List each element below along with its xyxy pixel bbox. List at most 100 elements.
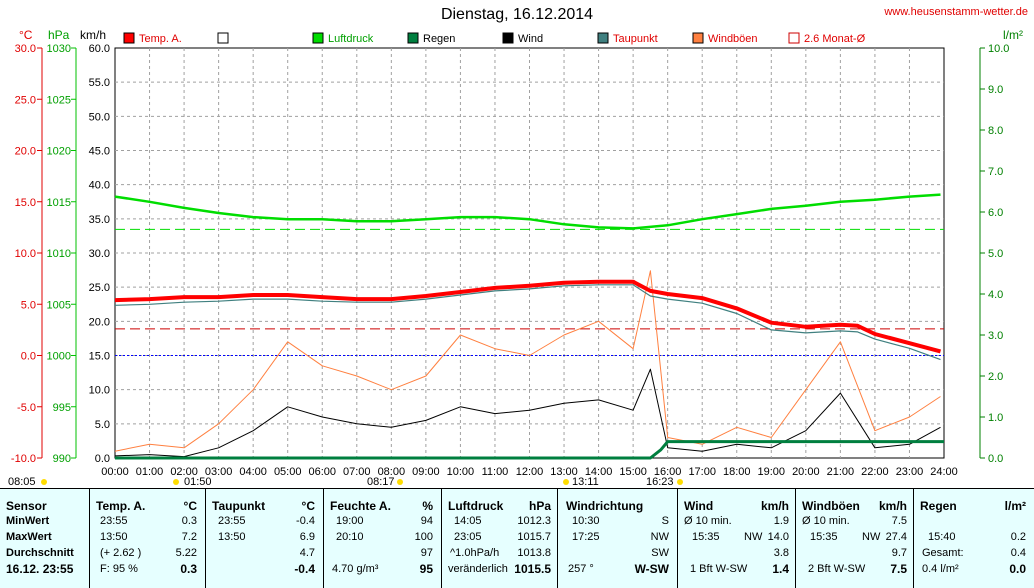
temp-tick-label: 5.0 — [21, 299, 36, 311]
legend-swatch-rain — [407, 32, 419, 44]
col-sensor: Sensor MinWert MaxWert Durchschnitt 16.1… — [0, 489, 90, 588]
wind-max-value: 14.0 — [767, 531, 789, 543]
pressure-tick-label: 1020 — [47, 146, 71, 158]
sun-markers: 08:05 01:50 08:17 13:11 16:23 — [8, 476, 683, 488]
rain-max-time: 15:40 — [928, 531, 956, 543]
wind-tick-label: 55.0 — [89, 77, 110, 89]
x-axis: 00:00 01:00 02:00 03:00 04:00 05:00 06:00 07:00… — [101, 466, 958, 478]
dew-min-value: -0.4 — [296, 515, 315, 527]
wind-tick-label: 25.0 — [89, 282, 110, 294]
x-tick-label: 13:00 — [550, 466, 578, 478]
dew-max-time: 13:50 — [218, 531, 246, 543]
x-tick-label: 14:00 — [585, 466, 613, 478]
press-min-time: 14:05 — [454, 515, 482, 527]
col-temp: Temp. A. °C 23:55 0.3 13:50 7.2 (+ 2.62 … — [90, 489, 206, 588]
gust-max-time: 15:35 — [810, 531, 838, 543]
row-min-label: MinWert — [6, 515, 50, 527]
rain-unit-label: l/m² — [1003, 28, 1023, 42]
legend-swatch-pressure — [312, 32, 324, 44]
x-tick-label: 00:00 — [101, 466, 129, 478]
temp-tick-label: -5.0 — [17, 402, 36, 414]
rain-tick-label: 7.0 — [988, 166, 1003, 178]
x-tick-label: 10:00 — [447, 466, 475, 478]
legend-label-temp: Temp. A. — [139, 33, 182, 45]
rain-now-value: 0.0 — [1009, 562, 1026, 576]
x-tick-label: 09:00 — [412, 466, 440, 478]
gust-min-label: Ø 10 min. — [802, 515, 850, 527]
temp-header: Temp. A. — [96, 499, 146, 513]
gusts-line — [114, 270, 941, 452]
wind-header-unit: km/h — [760, 499, 789, 513]
x-tick-label: 04:00 — [239, 466, 267, 478]
col-dewpoint: Taupunkt °C 23:55 -0.4 13:50 6.9 4.7 -0.… — [206, 489, 324, 588]
press-avg-value: 1013.8 — [517, 547, 551, 559]
rain-tick-label: 6.0 — [988, 207, 1003, 219]
temp-avg-delta: (+ 2.62 ) — [100, 547, 142, 559]
site-link[interactable]: www.heusenstamm-wetter.de — [884, 6, 1028, 18]
x-tick-label: 19:00 — [758, 466, 786, 478]
wind-tick-label: 40.0 — [89, 180, 110, 192]
wdir-now-degrees: 257 ° — [568, 563, 594, 575]
rain-tick-label: 9.0 — [988, 84, 1003, 96]
x-tick-label: 20:00 — [792, 466, 820, 478]
chart-title: Dienstag, 16.12.2014 — [440, 6, 594, 23]
x-tick-label: 17:00 — [688, 466, 716, 478]
temp-tick-label: 0.0 — [21, 351, 36, 363]
rain-tick-label: 2.0 — [988, 371, 1003, 383]
legend-label-avg2m: 2.6 Monat-Ø — [804, 33, 866, 45]
temp-now-value: 0.3 — [180, 562, 197, 576]
gust-max-value: 27.4 — [885, 531, 907, 543]
x-tick-label: 01:00 — [136, 466, 164, 478]
sensor-header: Sensor — [6, 499, 47, 513]
gust-max-dir: NW — [862, 531, 881, 543]
legend-swatch-temp — [123, 32, 135, 44]
col-rain: Regen l/m² 15:40 0.2 Gesamt: 0.4 0.4 l/m… — [914, 489, 1034, 588]
temp-line — [114, 279, 942, 354]
dew-now-value: -0.4 — [294, 562, 315, 576]
marker-time-m5: 16:23 — [646, 476, 674, 488]
press-now-value: 1015.5 — [514, 562, 551, 576]
pressure-tick-label: 1005 — [47, 299, 71, 311]
marker-time-m1: 08:05 — [8, 476, 36, 488]
wind-tick-label: 5.0 — [95, 419, 110, 431]
wdir-avg-value: SW — [651, 547, 669, 559]
wind-unit-label: km/h — [80, 28, 107, 42]
rain-line — [115, 440, 944, 460]
rain-tick-label: 1.0 — [988, 412, 1003, 424]
hum-min-time: 19:00 — [336, 515, 364, 527]
temp-tick-label: 15.0 — [15, 197, 36, 209]
wdir-max-value: NW — [650, 531, 669, 543]
pressure-tick-label: 1025 — [47, 94, 71, 106]
sun-icon — [397, 479, 403, 485]
stats-table: Sensor MinWert MaxWert Durchschnitt 16.1… — [0, 488, 1034, 588]
hum-header: Feuchte A. — [330, 499, 391, 513]
x-tick-label: 16:00 — [654, 466, 682, 478]
col-humidity: Feuchte A. % 19:00 94 20:10 100 97 4.70 … — [324, 489, 442, 588]
wind-max-time: 15:35 — [692, 531, 720, 543]
press-max-time: 23:05 — [454, 531, 482, 543]
pressure-tick-label: 1015 — [47, 197, 71, 209]
x-tick-label: 12:00 — [516, 466, 544, 478]
wdir-header: Windrichtung — [566, 499, 644, 513]
wind-avg-value: 3.8 — [773, 547, 789, 559]
wind-tick-label: 10.0 — [89, 385, 110, 397]
legend-label-pressure: Luftdruck — [328, 33, 374, 45]
x-tick-label: 24:00 — [930, 466, 958, 478]
legend-swatch-wind — [502, 32, 514, 44]
x-tick-label: 08:00 — [378, 466, 406, 478]
pressure-unit-label: hPa — [48, 28, 70, 42]
press-min-value: 1012.3 — [517, 515, 551, 527]
x-tick-label: 06:00 — [308, 466, 336, 478]
legend-label-gusts: Windböen — [708, 33, 758, 45]
press-trend: ^1.0hPa/h — [450, 547, 500, 559]
gust-now-bft: 2 Bft W-SW — [808, 563, 866, 575]
press-header: Luftdruck — [448, 499, 504, 513]
marker-time-m2: 01:50 — [184, 476, 212, 488]
chart-legend: Temp. A. Luftdruck Regen Wind Taupunkt Windbö… — [123, 32, 866, 45]
wind-now-bft: 1 Bft W-SW — [690, 563, 748, 575]
gust-avg-value: 9.7 — [891, 547, 907, 559]
temp-min-value: 0.3 — [181, 515, 197, 527]
wind-tick-label: 45.0 — [89, 146, 110, 158]
wdir-max-time: 17:25 — [572, 531, 600, 543]
pressure-tick-label: 1000 — [47, 351, 71, 363]
